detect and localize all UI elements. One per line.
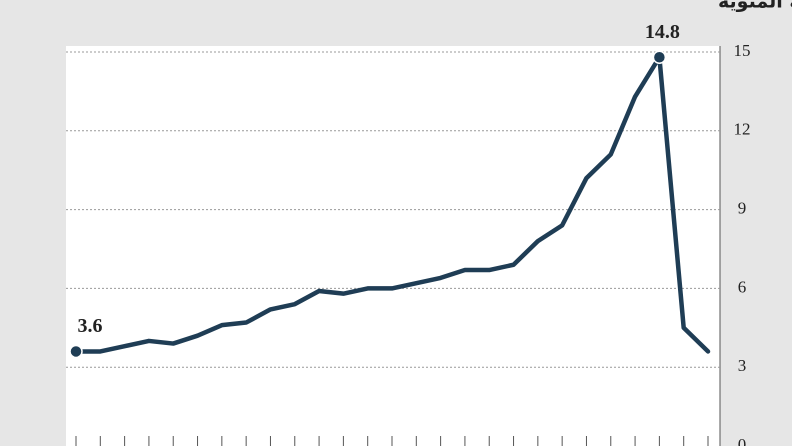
value-label: 3.6 — [78, 315, 103, 337]
plot-area — [66, 46, 720, 446]
value-label: 14.8 — [645, 21, 680, 43]
line — [73, 55, 711, 354]
y-tick-label: 3 — [738, 356, 747, 375]
chart-title: معدل البطالة الشهري، بالنسبة المئوية — [718, 0, 792, 14]
y-tick-label: 15 — [734, 41, 751, 60]
y-tick-label: 6 — [738, 277, 747, 296]
point-marker — [69, 344, 83, 359]
y-tick-label: 9 — [738, 199, 747, 218]
y-tick-label: 0 — [738, 435, 747, 446]
y-tick-label: 12 — [734, 120, 751, 139]
point-marker — [652, 50, 667, 65]
